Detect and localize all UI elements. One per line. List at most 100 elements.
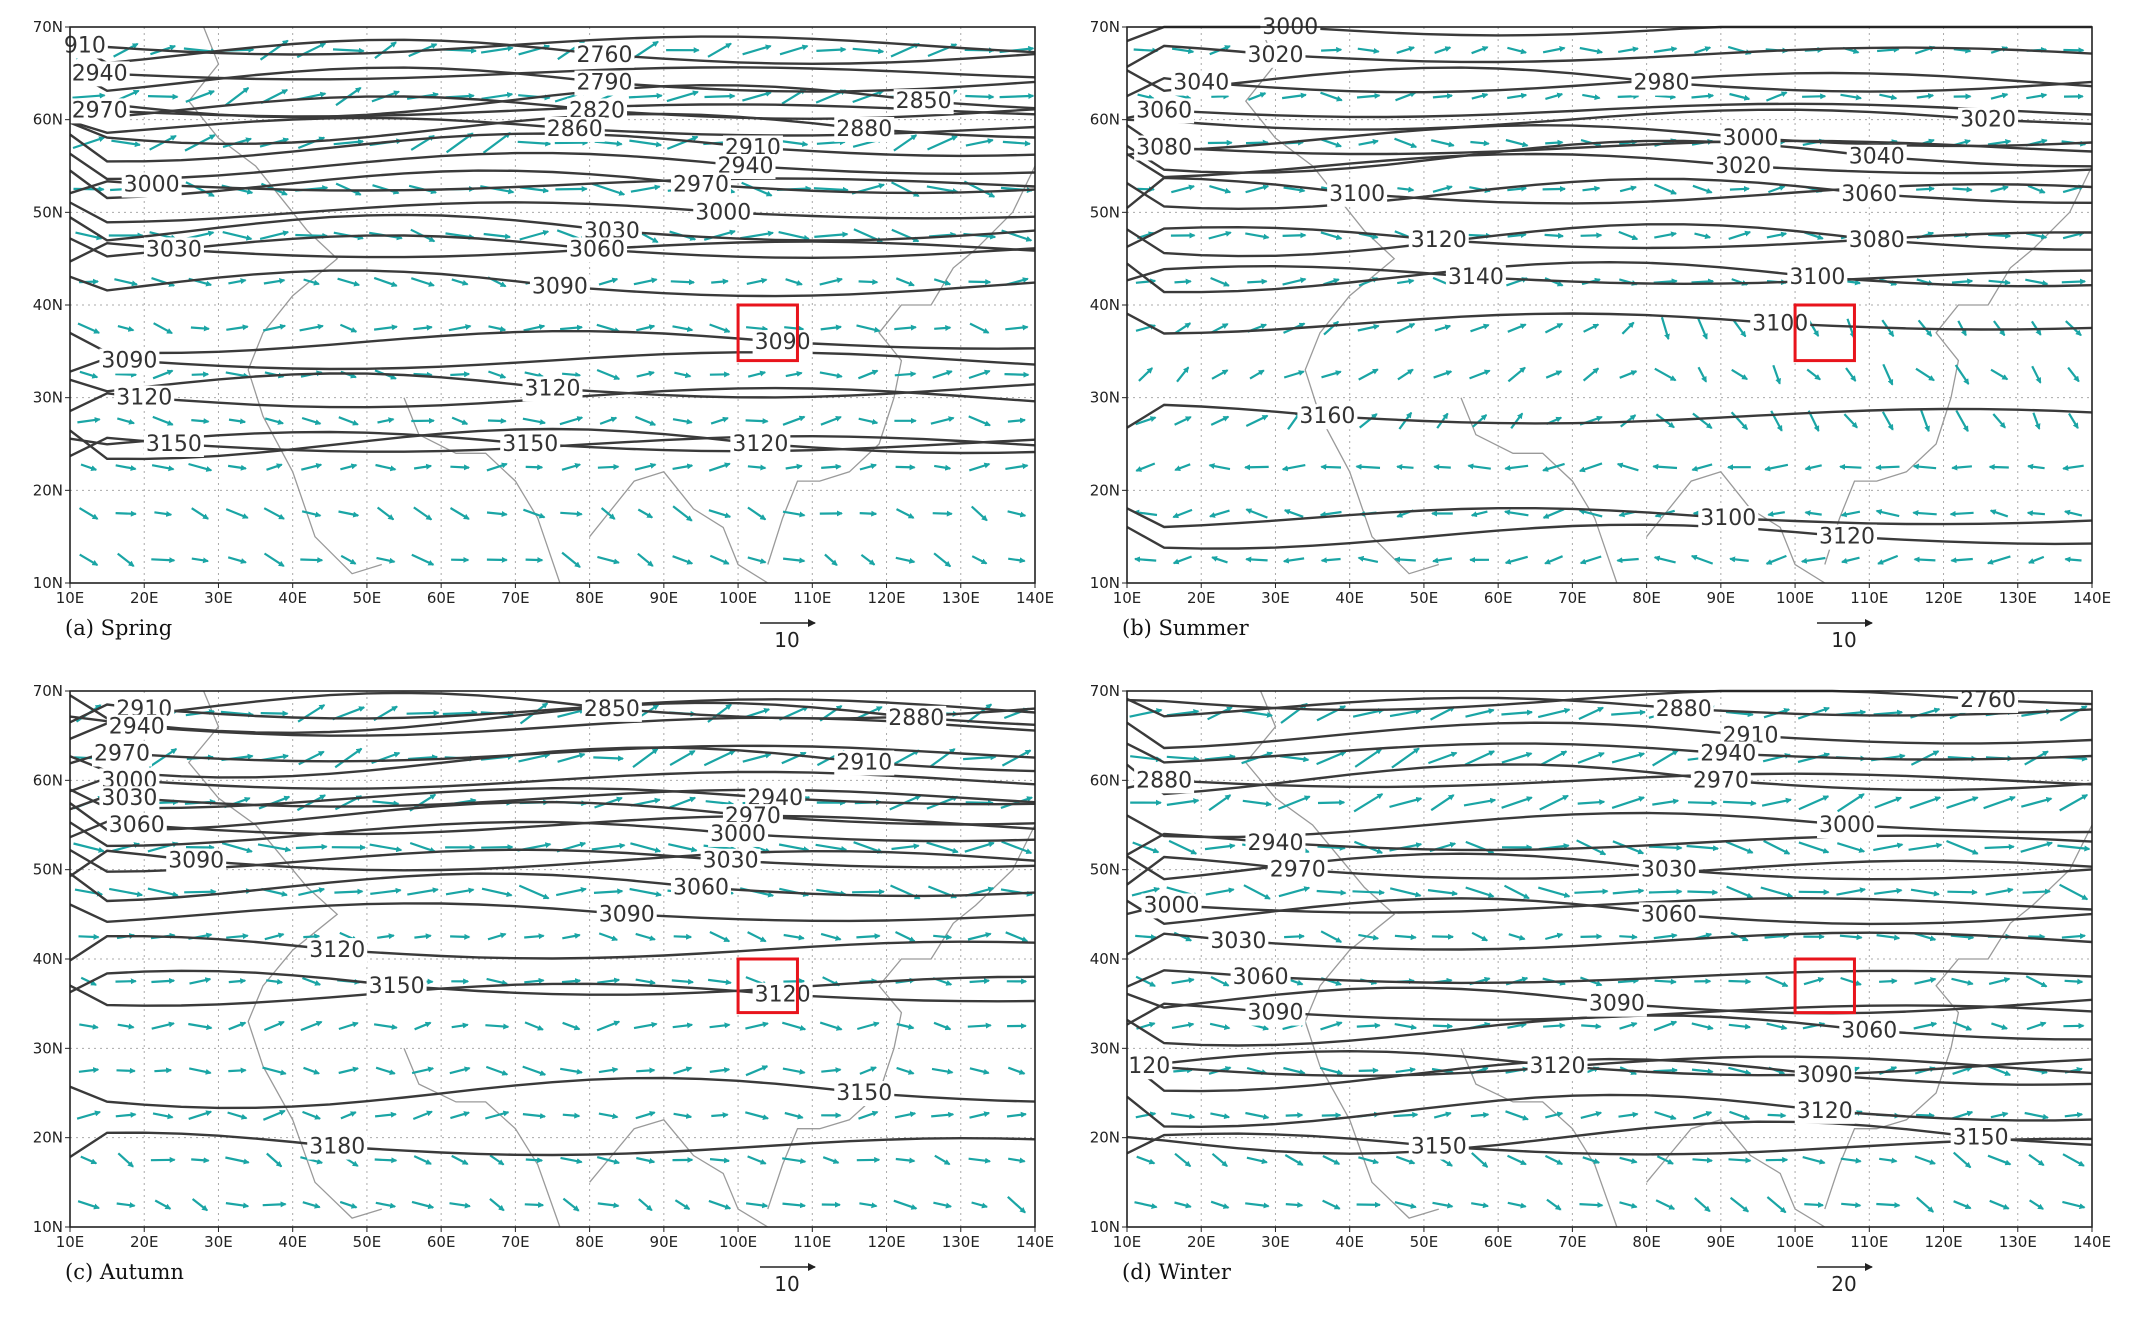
- contour-label: 3120: [1797, 1099, 1853, 1124]
- wind-vector-arrow: [1730, 189, 1749, 190]
- contour-label: 3150: [1411, 1135, 1467, 1160]
- wind-vector-arrow: [1434, 467, 1451, 468]
- wind-vector-arrow: [1804, 1204, 1823, 1205]
- wind-vector-arrow: [1581, 1025, 1600, 1026]
- wind-vector-arrow: [1947, 892, 1976, 893]
- wind-vector-arrow: [636, 1070, 654, 1071]
- wind-vector-arrow: [148, 96, 178, 97]
- contour-label: 3090: [101, 349, 157, 374]
- wind-vector-arrow: [1005, 374, 1029, 375]
- contour-label: 3060: [1641, 902, 1697, 927]
- contour-label: 3090: [1589, 992, 1645, 1017]
- wind-vector-arrow: [711, 1115, 727, 1116]
- x-tick-label: 110E: [793, 589, 831, 607]
- y-tick-label: 20N: [33, 481, 63, 499]
- wind-vector-arrow: [563, 1115, 580, 1116]
- x-tick-label: 130E: [1999, 1233, 2037, 1251]
- contour-label: 3040: [1849, 145, 1905, 170]
- contour-label: 2760: [576, 43, 632, 68]
- contour-label: 3120: [1411, 228, 1467, 253]
- wind-vector-arrow: [1433, 1026, 1452, 1027]
- wind-vector-arrow: [1284, 936, 1304, 937]
- panel-caption: (a) Spring: [65, 616, 172, 640]
- wind-vector-arrow: [1840, 467, 1861, 468]
- contour-label: 3030: [703, 849, 759, 874]
- contour-label: 3030: [146, 237, 202, 262]
- contour-label: 2970: [1693, 768, 1749, 793]
- wind-vector-arrow: [746, 420, 768, 421]
- wind-vector-arrow: [1318, 802, 1344, 803]
- x-tick-label: 120E: [1924, 1233, 1962, 1251]
- contour-label: 3120: [1530, 1054, 1586, 1079]
- wind-vector-arrow: [1395, 559, 1416, 560]
- x-tick-label: 110E: [1850, 1233, 1888, 1251]
- y-tick-label: 70N: [33, 682, 63, 700]
- x-tick-label: 100E: [1776, 589, 1814, 607]
- x-tick-label: 80E: [1632, 1233, 1661, 1251]
- x-tick-label: 60E: [427, 589, 456, 607]
- x-tick-label: 80E: [575, 1233, 604, 1251]
- wind-vector-arrow: [375, 1160, 397, 1161]
- y-tick-label: 10N: [33, 574, 63, 592]
- contour-label: 3060: [1841, 182, 1897, 207]
- contour-label: 3060: [1233, 965, 1289, 990]
- wind-vector-arrow: [1619, 936, 1637, 937]
- y-tick-label: 30N: [33, 389, 63, 407]
- contour-label: 3060: [1841, 1018, 1897, 1043]
- wind-vector-arrow: [2023, 891, 2050, 892]
- y-tick-label: 60N: [33, 111, 63, 129]
- wind-vector-arrow: [968, 1025, 991, 1026]
- wind-vector-arrow: [117, 1070, 135, 1071]
- wind-vector-arrow: [705, 96, 735, 97]
- contour-label: 2970: [72, 98, 128, 123]
- x-tick-label: 140E: [1016, 1233, 1054, 1251]
- wind-vector-arrow: [481, 847, 512, 848]
- contour-label: 3120: [309, 938, 365, 963]
- contour-label: 3020: [1960, 108, 2016, 133]
- wind-vector-arrow: [300, 560, 322, 561]
- wind-vector-arrow: [488, 421, 506, 422]
- contour-label: 3100: [1789, 265, 1845, 290]
- wind-vector-arrow: [450, 374, 469, 375]
- contour-label: 3060: [1136, 98, 1192, 123]
- contour-label: 3080: [1849, 228, 1905, 253]
- wind-vector-arrow: [969, 282, 991, 283]
- wind-vector-arrow: [229, 981, 245, 983]
- wind-vector-arrow: [1581, 235, 1602, 236]
- contour-label: 3060: [673, 876, 729, 901]
- y-tick-label: 70N: [33, 18, 63, 36]
- x-tick-label: 20E: [1187, 1233, 1216, 1251]
- contour-label: 3120: [755, 983, 811, 1008]
- contour-label: 3150: [502, 432, 558, 457]
- y-tick-label: 60N: [1090, 771, 1120, 789]
- contour-label: 3180: [309, 1135, 365, 1160]
- wind-vector-arrow: [192, 374, 208, 375]
- wind-vector-arrow: [295, 235, 327, 236]
- x-tick-label: 20E: [1187, 589, 1216, 607]
- x-tick-label: 20E: [130, 1233, 159, 1251]
- wind-vector-arrow: [191, 420, 208, 422]
- contour-label: 3120: [525, 376, 581, 401]
- y-tick-label: 50N: [33, 203, 63, 221]
- wind-vector-arrow: [593, 757, 623, 758]
- panel-summer: 3000302030403060308029803000302030203040…: [1090, 15, 2111, 652]
- x-tick-label: 130E: [1999, 589, 2037, 607]
- wind-vector-arrow: [2065, 981, 2083, 982]
- x-tick-label: 90E: [650, 1233, 679, 1251]
- wind-vector-arrow: [674, 936, 691, 937]
- wind-vector-arrow: [1211, 96, 1228, 97]
- wind-vector-arrow: [303, 936, 319, 937]
- wind-vector-arrow: [933, 513, 952, 514]
- wind-vector-arrow: [1916, 189, 1934, 190]
- wind-vector-arrow: [821, 466, 840, 468]
- wind-vector-arrow: [407, 713, 439, 714]
- wind-vector-arrow: [525, 1204, 543, 1205]
- x-tick-label: 40E: [1335, 1233, 1364, 1251]
- wind-vector-arrow: [1321, 467, 1341, 468]
- wind-vector-arrow: [1990, 467, 2009, 468]
- x-tick-label: 90E: [1707, 589, 1736, 607]
- contour-label: 3000: [1819, 813, 1875, 838]
- contour-label: 2880: [1656, 697, 1712, 722]
